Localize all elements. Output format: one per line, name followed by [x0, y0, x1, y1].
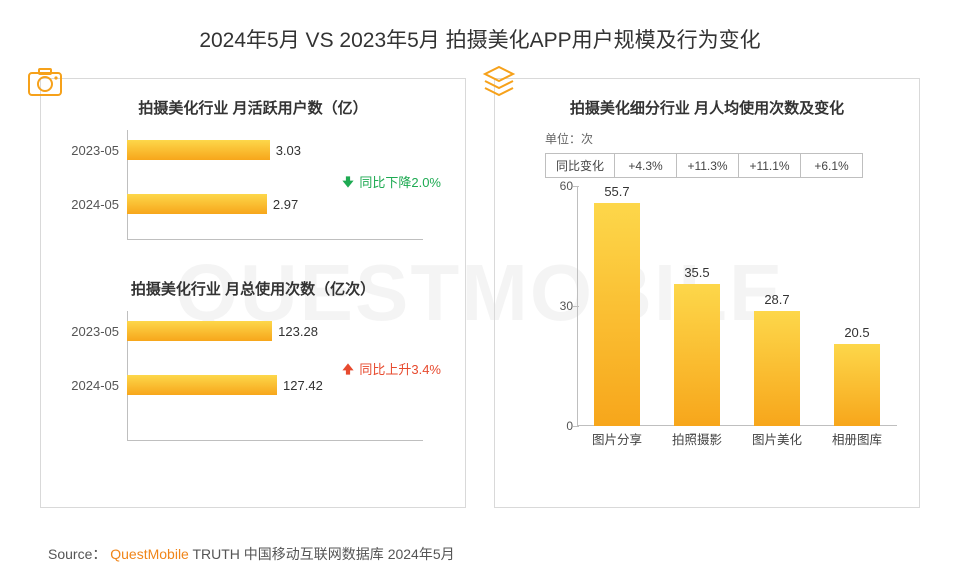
- ytick-mark: [573, 186, 579, 187]
- bar-ylabel: 2024-05: [55, 378, 119, 393]
- vbar-value-label: 20.5: [844, 325, 869, 340]
- x-category-label: 图片美化: [742, 429, 812, 448]
- bar-value-label: 127.42: [283, 378, 323, 393]
- right-panel: 拍摄美化细分行业 月人均使用次数及变化 单位：次 同比变化+4.3%+11.3%…: [494, 78, 920, 508]
- ytick-label: 0: [545, 419, 573, 433]
- unit-label: 单位：次: [545, 130, 905, 147]
- vbar: [834, 344, 880, 426]
- delta-text: 同比上升3.4%: [359, 359, 441, 378]
- delta-text: 同比下降2.0%: [359, 172, 441, 191]
- vbar-column: 28.7: [742, 292, 812, 426]
- pct-value-cell: +6.1%: [801, 154, 863, 178]
- right-bar-chart: 55.735.528.720.5 图片分享拍照摄影图片美化相册图库 03060: [545, 186, 897, 446]
- vbar-column: 35.5: [662, 265, 732, 426]
- pct-value-cell: +4.3%: [615, 154, 677, 178]
- vbar: [594, 203, 640, 426]
- bar: [127, 375, 277, 395]
- delta-up-badge: 同比上升3.4%: [341, 359, 441, 378]
- left-chart1: 2023-053.032024-052.97同比下降2.0%: [55, 130, 451, 240]
- pct-value-cell: +11.3%: [677, 154, 739, 178]
- vbar-value-label: 28.7: [764, 292, 789, 307]
- layers-icon: [481, 65, 517, 101]
- left-chart1-title: 拍摄美化行业 月活跃用户数（亿）: [55, 97, 451, 118]
- vbar-column: 55.7: [582, 184, 652, 426]
- bar: [127, 321, 272, 341]
- bar-row: 2023-05123.28: [127, 311, 441, 351]
- left-chart2: 2023-05123.282024-05127.42同比上升3.4%: [55, 311, 451, 441]
- x-category-label: 图片分享: [582, 429, 652, 448]
- pct-value-cell: +11.1%: [739, 154, 801, 178]
- x-category-label: 相册图库: [822, 429, 892, 448]
- vbar-value-label: 35.5: [684, 265, 709, 280]
- vbar-column: 20.5: [822, 325, 892, 426]
- left-chart2-title: 拍摄美化行业 月总使用次数（亿次）: [55, 278, 451, 299]
- bar-row: 2023-053.03: [127, 130, 441, 170]
- panels-row: 拍摄美化行业 月活跃用户数（亿） 2023-053.032024-052.97同…: [0, 54, 960, 508]
- bar-ylabel: 2023-05: [55, 143, 119, 158]
- arrow-down-icon: [341, 175, 355, 189]
- ytick-mark: [573, 306, 579, 307]
- bar-ylabel: 2023-05: [55, 324, 119, 339]
- source-prefix: Source：: [48, 546, 106, 562]
- pct-change-table: 同比变化+4.3%+11.3%+11.1%+6.1%: [545, 153, 863, 178]
- axis: [127, 239, 423, 240]
- vbar: [754, 311, 800, 426]
- source-brand: QuestMobile: [110, 546, 189, 562]
- x-category-label: 拍照摄影: [662, 429, 732, 448]
- bar-value-label: 3.03: [276, 143, 301, 158]
- ytick-mark: [573, 426, 579, 427]
- camera-icon: [27, 65, 63, 101]
- ytick-label: 30: [545, 299, 573, 313]
- bar: [127, 140, 270, 160]
- ytick-label: 60: [545, 179, 573, 193]
- bar: [127, 194, 267, 214]
- right-chart-title: 拍摄美化细分行业 月人均使用次数及变化: [509, 97, 905, 118]
- pct-header-cell: 同比变化: [546, 154, 615, 178]
- axis: [127, 440, 423, 441]
- source-line: Source： QuestMobile TRUTH 中国移动互联网数据库 202…: [48, 544, 455, 564]
- vbar-value-label: 55.7: [604, 184, 629, 199]
- left-panel: 拍摄美化行业 月活跃用户数（亿） 2023-053.032024-052.97同…: [40, 78, 466, 508]
- delta-down-badge: 同比下降2.0%: [341, 172, 441, 191]
- page-title: 2024年5月 VS 2023年5月 拍摄美化APP用户规模及行为变化: [0, 0, 960, 54]
- bar-value-label: 123.28: [278, 324, 318, 339]
- bar-ylabel: 2024-05: [55, 197, 119, 212]
- bar-value-label: 2.97: [273, 197, 298, 212]
- source-suffix: TRUTH 中国移动互联网数据库 2024年5月: [192, 546, 454, 562]
- arrow-up-icon: [341, 362, 355, 376]
- vbar: [674, 284, 720, 426]
